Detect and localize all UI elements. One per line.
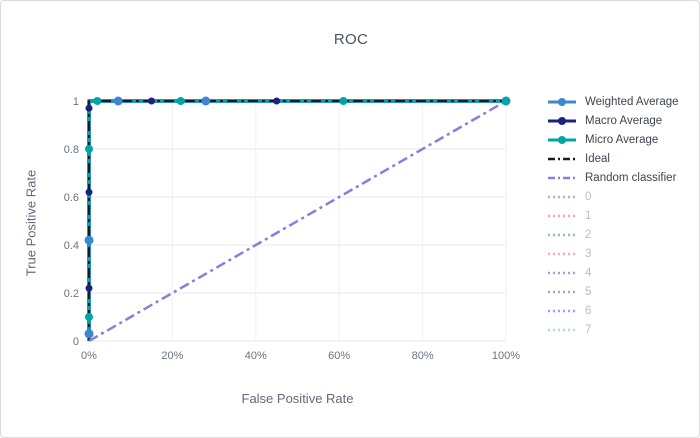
legend-line-sample	[548, 136, 576, 144]
legend-item-2[interactable]: 2	[547, 228, 679, 242]
series-marker-macro-average	[85, 188, 93, 196]
legend-line-sample	[548, 233, 576, 237]
x-axis-title: False Positive Rate	[241, 391, 354, 406]
series-line-random-classifier	[88, 99, 507, 343]
series-marker-macro-average	[273, 97, 281, 105]
legend-line-sample	[548, 290, 576, 294]
legend-label: Random classifier	[585, 172, 677, 184]
legend-line-sample	[548, 328, 576, 332]
legend-label: 7	[585, 324, 592, 336]
legend-item-random-classifier[interactable]: Random classifier	[547, 171, 679, 185]
legend-line-sample	[548, 214, 576, 218]
y-tick-label: 0	[73, 336, 79, 348]
y-tick-label: 0.4	[64, 240, 79, 252]
legend-marker-dot	[558, 117, 566, 125]
series-marker-weighted-average	[113, 96, 123, 106]
legend-label: 2	[585, 229, 592, 241]
x-tick-label: 40%	[245, 350, 267, 362]
series-marker-micro-average	[176, 97, 185, 105]
legend-item-4[interactable]: 4	[547, 266, 679, 280]
legend-line-sample	[548, 195, 576, 199]
series-marker-micro-average	[339, 97, 348, 105]
x-tick-label: 20%	[161, 350, 183, 362]
series-marker-weighted-average	[84, 329, 94, 339]
legend-item-weighted-average[interactable]: Weighted Average	[547, 95, 679, 109]
series-marker-micro-average	[502, 97, 510, 105]
x-tick-label: 0%	[81, 350, 97, 362]
legend-label: 4	[585, 267, 592, 279]
series-marker-micro-average	[85, 145, 93, 153]
series-marker-weighted-average	[201, 96, 211, 106]
legend-item-5[interactable]: 5	[547, 285, 679, 299]
legend-item-micro-average[interactable]: Micro Average	[547, 133, 679, 147]
legend-item-7[interactable]: 7	[547, 323, 679, 337]
legend-line-sample	[548, 252, 576, 256]
legend-item-6[interactable]: 6	[547, 304, 679, 318]
x-tick-label: 100%	[492, 350, 520, 362]
y-tick-label: 0.6	[64, 192, 79, 204]
series-marker-macro-average	[85, 284, 93, 292]
series-line-ideal	[88, 100, 506, 341]
y-tick-label: 1	[73, 96, 79, 108]
legend-item-ideal[interactable]: Ideal	[547, 152, 679, 166]
legend-label: 3	[585, 248, 592, 260]
legend-item-0[interactable]: 0	[547, 190, 679, 204]
legend-marker-dot	[558, 136, 566, 144]
legend-label: 6	[585, 305, 592, 317]
x-tick-label: 80%	[412, 350, 434, 362]
legend-line-sample	[548, 98, 576, 106]
legend-item-macro-average[interactable]: Macro Average	[547, 114, 679, 128]
legend-label: Micro Average	[585, 134, 659, 146]
legend-marker-dot	[558, 98, 566, 106]
legend-label: Weighted Average	[585, 96, 679, 108]
chart-title: ROC	[333, 31, 369, 48]
legend-item-3[interactable]: 3	[547, 247, 679, 261]
legend-line-sample	[548, 117, 576, 125]
legend-item-1[interactable]: 1	[547, 209, 679, 223]
series-marker-macro-average	[148, 97, 156, 105]
x-tick-label: 60%	[328, 350, 350, 362]
series-marker-micro-average	[85, 313, 93, 321]
legend-label: Macro Average	[585, 115, 663, 127]
legend: Weighted Average Macro Average Micro Avera…	[547, 95, 679, 337]
legend-line-sample	[548, 271, 576, 275]
y-tick-label: 0.2	[64, 288, 79, 300]
series-marker-macro-average	[85, 104, 93, 112]
series-marker-weighted-average	[84, 235, 94, 245]
legend-line-sample	[548, 176, 576, 180]
y-tick-label: 0.8	[64, 144, 79, 156]
legend-label: 1	[585, 210, 592, 222]
legend-line-sample	[548, 157, 576, 161]
series-marker-micro-average	[93, 97, 102, 105]
legend-label: 5	[585, 286, 592, 298]
y-axis-title: True Positive Rate	[23, 169, 39, 277]
legend-line-sample	[548, 309, 576, 313]
legend-label: 0	[585, 191, 592, 203]
legend-label: Ideal	[585, 153, 610, 165]
